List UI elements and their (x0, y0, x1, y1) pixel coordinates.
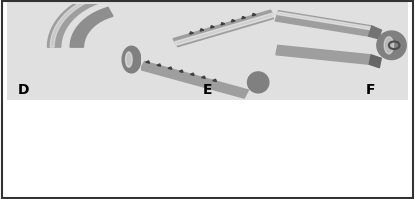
Ellipse shape (377, 31, 406, 60)
Polygon shape (168, 67, 172, 69)
Polygon shape (50, 0, 118, 47)
Ellipse shape (247, 72, 269, 93)
Ellipse shape (122, 46, 141, 73)
Polygon shape (200, 29, 204, 31)
Polygon shape (277, 12, 371, 30)
Polygon shape (369, 55, 381, 68)
Polygon shape (190, 73, 194, 75)
Polygon shape (140, 61, 249, 98)
Polygon shape (212, 79, 216, 82)
Polygon shape (232, 20, 235, 22)
Ellipse shape (125, 52, 132, 67)
Text: D: D (18, 83, 29, 97)
Ellipse shape (384, 37, 393, 54)
Text: F: F (366, 83, 375, 97)
Polygon shape (173, 10, 275, 47)
Polygon shape (146, 61, 149, 63)
Polygon shape (47, 0, 119, 47)
Polygon shape (202, 76, 205, 79)
Polygon shape (275, 11, 372, 36)
Polygon shape (369, 26, 381, 39)
Polygon shape (210, 26, 214, 28)
Polygon shape (221, 23, 225, 25)
Text: E: E (203, 83, 212, 97)
Polygon shape (175, 13, 274, 45)
Polygon shape (70, 7, 113, 47)
Polygon shape (276, 45, 371, 64)
Polygon shape (242, 17, 246, 19)
Polygon shape (157, 64, 161, 66)
Polygon shape (179, 70, 183, 72)
Polygon shape (252, 13, 256, 16)
Polygon shape (190, 32, 193, 34)
